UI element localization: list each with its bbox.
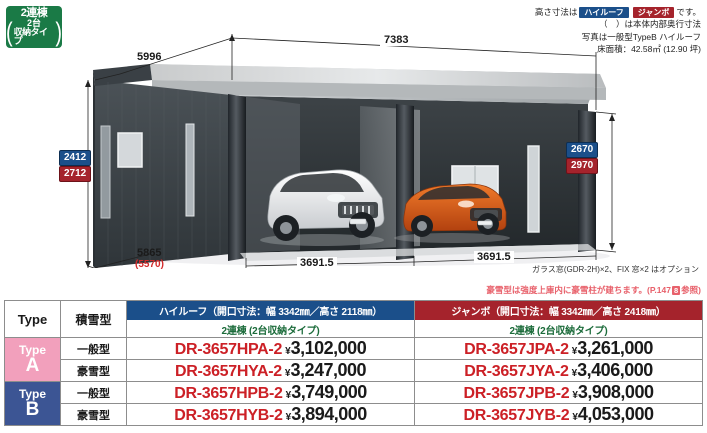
top-right-notes: 高さ寸法は ハイルーフ ジャンボ です。 （ ）は本体内部奥行寸法 写真は一般型Typ… [535,6,701,55]
header-snow: 積雪型 [60,300,127,338]
type-badge-a-label: Type [18,343,47,357]
price-a-heavy-jumbo: DR-3657JYA-2 ¥3,406,000 [414,359,703,382]
badge-line-3: 収納タイプ [13,27,48,47]
badge-line-2: 2台 [26,18,41,29]
chip-highroof: ハイルーフ [579,7,629,19]
header-highroof-bar: ハイルーフ（開口寸法：幅 3342㎜／高さ 2118㎜） [127,301,414,320]
table-header-row: Type 積雪型 ハイルーフ（開口寸法：幅 3342㎜／高さ 2118㎜） 2連… [4,300,703,338]
price-value: 3,261,000 [577,338,653,358]
snow-type-a-heavy: 豪雪型 [60,359,127,382]
price-a-normal-jumbo: DR-3657JPA-2 ¥3,261,000 [414,337,703,360]
snow-type-b-normal: 一般型 [60,381,127,404]
model-code: DR-3657JYA-2 [464,363,569,380]
dim-bay-left: 3691.5 [297,257,337,269]
price-a-heavy-highroof: DR-3657HYA-2 ¥3,247,000 [126,359,415,382]
yen-sign: ¥ [284,368,291,379]
header-jumbo-bar: ジャンボ（開口寸法：幅 3342㎜／高さ 2418㎜） [415,301,702,320]
price-value: 3,749,000 [291,382,367,402]
model-code: DR-3657HPB-2 [174,385,283,402]
floor-area-note: 床面積：42.58㎡ (12.90 坪) [597,43,701,54]
page-ref-badge: 8 [671,286,681,295]
garage-illustration: 5996 7383 2412 2712 2670 2970 5865 (5570… [0,18,707,271]
garage-drawing [85,34,617,271]
model-code: DR-3657HYB-2 [174,407,283,424]
badge-paren-right: ) [55,17,62,48]
price-b-heavy-highroof: DR-3657HYB-2 ¥3,894,000 [126,403,415,426]
badge-line-1: 2連棟 [20,6,48,19]
yen-sign: ¥ [572,412,578,423]
price-value: 4,053,000 [577,404,654,424]
car-white-suv [260,169,385,246]
yen-sign: ¥ [572,390,578,401]
height-spec-note: 高さ寸法は ハイルーフ ジャンボ です。 [534,6,701,19]
model-code: DR-3657HYA-2 [174,363,282,380]
type-badge-a-letter: A [25,355,40,376]
header-jumbo: ジャンボ（開口寸法：幅 3342㎜／高さ 2418㎜） 2連棟 (2台収納タイプ… [414,300,703,338]
model-code: DR-3657JPB-2 [463,385,570,402]
yen-sign: ¥ [571,346,578,357]
header-jumbo-sub: 2連棟 (2台収納タイプ) [509,326,608,337]
type-badge-a: Type A [4,337,61,382]
dim-depth-bottom-inner: (5570) [135,259,164,270]
price-value: 3,908,000 [577,382,654,402]
price-a-normal-highroof: DR-3657HPA-2 ¥3,102,000 [126,337,415,360]
dim-width-top: 7383 [380,34,413,46]
car-orange-sports [394,183,510,243]
product-type-badge: 2連棟 ( 2台 収納タイプ ) [6,6,62,48]
dim-depth-bottom: 5865 [137,247,162,259]
dim-height-left-jumbo: 2712 [59,166,92,182]
yen-sign: ¥ [285,390,292,401]
price-b-heavy-jumbo: DR-3657JYB-2 ¥4,053,000 [414,403,703,426]
price-value: 3,247,000 [290,360,367,380]
heavy-snow-notice: 豪雪型は強度上庫内に豪雪柱が建ちます。(P.147 8 参照) [486,284,701,296]
header-highroof-sub: 2連棟 (2台収納タイプ) [221,326,320,337]
height-spec-prefix: 高さ寸法は [534,7,578,17]
type-badge-b-letter: B [25,399,40,420]
yen-sign: ¥ [571,368,578,379]
height-spec-suffix: です。 [676,7,701,17]
table-row: 豪雪型 DR-3657HYA-2 ¥3,247,000 DR-3657JYA-2 ¥… [5,359,703,382]
type-badge-b: Type B [4,381,61,426]
dim-height-right-highroof: 2670 [566,142,599,158]
table-row: Type B 一般型 DR-3657HPB-2 ¥3,749,000 DR-365… [4,381,703,426]
header-highroof: ハイルーフ（開口寸法：幅 3342㎜／高さ 2118㎜） 2連棟 (2台収納タイ… [126,300,415,338]
type-badge-b-label: Type [18,387,47,401]
photo-caption-note: 写真は一般型TypeB ハイルーフ [581,31,701,42]
heavy-snow-notice-suffix: 参照) [681,285,701,295]
dim-height-left-highroof: 2412 [59,150,92,166]
yen-sign: ¥ [285,346,291,357]
price-b-normal-jumbo: DR-3657JPB-2 ¥3,908,000 [414,381,703,404]
snow-type-b-heavy: 豪雪型 [60,403,127,426]
model-code: DR-3657JPA-2 [464,341,569,358]
price-value: 3,894,000 [291,404,367,424]
snow-type-a-normal: 一般型 [60,337,127,360]
dim-height-right-jumbo: 2970 [566,158,599,174]
table-row: Type A 一般型 DR-3657HPA-2 ¥3,102,000 DR-365… [4,337,703,382]
price-value: 3,406,000 [577,360,653,380]
badge-paren-left: ( [6,17,13,48]
inner-depth-note: （ ）は本体内部奥行寸法 [598,19,701,30]
header-type: Type [4,300,61,338]
yen-sign: ¥ [285,412,292,423]
price-value: 3,102,000 [290,338,367,358]
table-row: 豪雪型 DR-3657HYB-2 ¥3,894,000 DR-3657JYB-2 ¥… [5,403,703,426]
glass-window-option-note: ガラス窓(GDR-2H)×2、FIX 窓×2 はオプション [532,265,699,274]
dim-bay-right: 3691.5 [474,251,514,263]
dim-depth-top: 5996 [137,51,162,63]
model-code: DR-3657HPA-2 [174,341,283,358]
chip-jumbo: ジャンボ [632,7,675,19]
model-code: DR-3657JYB-2 [463,407,570,424]
price-table: Type 積雪型 ハイルーフ（開口寸法：幅 3342㎜／高さ 2118㎜） 2連… [4,300,703,426]
heavy-snow-notice-prefix: 豪雪型は強度上庫内に豪雪柱が建ちます。(P.147 [486,285,671,295]
price-b-normal-highroof: DR-3657HPB-2 ¥3,749,000 [126,381,415,404]
